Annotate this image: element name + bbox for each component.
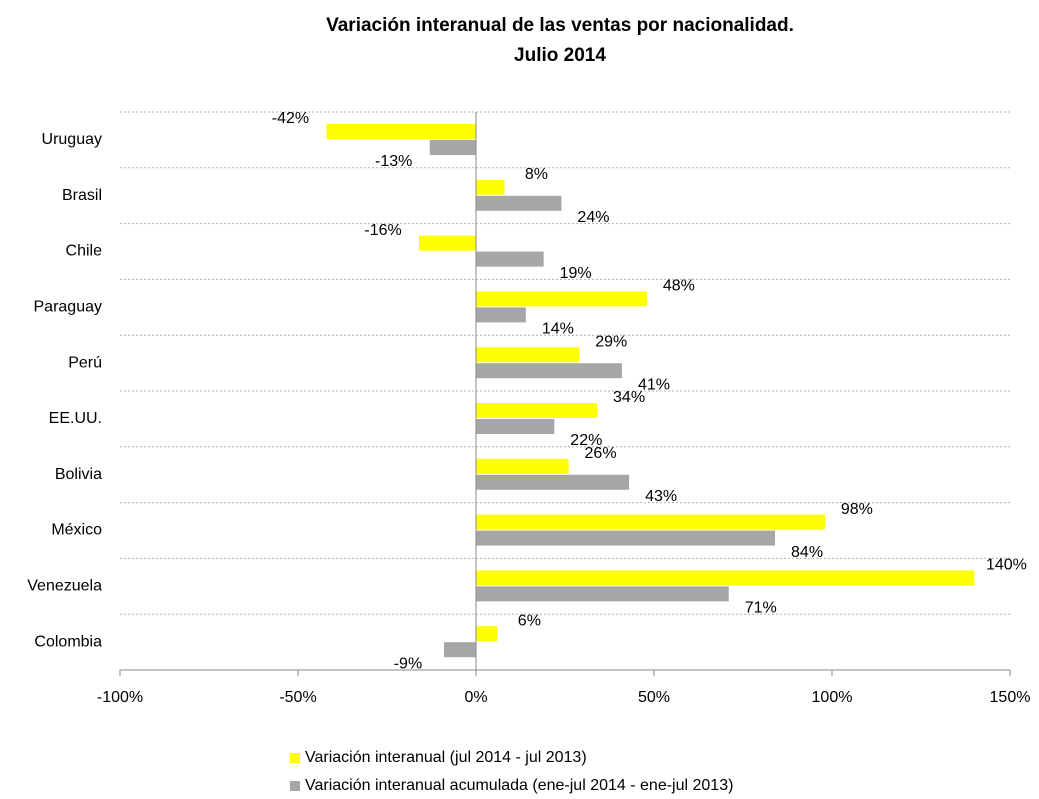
bar (476, 530, 776, 546)
value-label: 24% (577, 209, 609, 226)
bar (476, 179, 505, 195)
y-tick-label: EE.UU. (49, 410, 102, 427)
bar (476, 419, 555, 434)
value-label: 71% (745, 600, 777, 617)
bar (419, 235, 476, 251)
legend-label: Variación interanual (jul 2014 - jul 201… (305, 749, 587, 766)
bar (476, 307, 526, 323)
value-label: 140% (986, 557, 1027, 574)
value-label: 41% (638, 376, 670, 393)
y-tick-label: Chile (66, 243, 103, 260)
value-label: 6% (518, 612, 541, 629)
bar (476, 586, 729, 602)
bar (476, 347, 580, 363)
value-label: 48% (663, 278, 695, 295)
y-tick-label: Paraguay (34, 299, 103, 316)
bar (476, 251, 544, 267)
bar (476, 458, 569, 474)
y-tick-label: Uruguay (42, 131, 102, 148)
value-label: 19% (560, 265, 592, 282)
bar (476, 363, 622, 379)
y-tick-label: México (51, 522, 102, 539)
chart-subtitle: Julio 2014 (514, 45, 606, 66)
value-label: -9% (394, 655, 422, 672)
x-tick-label: 150% (990, 689, 1031, 706)
value-label: 14% (542, 321, 574, 338)
y-tick-label: Perú (68, 354, 102, 371)
value-label: -16% (364, 222, 401, 239)
value-label: 8% (525, 166, 548, 183)
x-tick-label: 0% (464, 689, 487, 706)
x-tick-label: 50% (638, 689, 670, 706)
legend-swatch (290, 781, 300, 791)
legend-swatch (290, 753, 300, 763)
value-label: 43% (645, 488, 677, 505)
bar (476, 291, 647, 307)
bar (326, 124, 476, 139)
bar (476, 403, 598, 418)
value-label: 26% (585, 445, 617, 462)
bar (476, 195, 562, 211)
value-label: 29% (595, 333, 627, 350)
legend-label: Variación interanual acumulada (ene-jul … (305, 777, 733, 794)
bar (476, 514, 825, 530)
value-label: 22% (570, 432, 602, 449)
bar (476, 570, 975, 586)
x-tick-label: -100% (97, 689, 143, 706)
value-label: 84% (791, 544, 823, 561)
value-label: -42% (272, 110, 309, 127)
y-tick-label: Venezuela (27, 578, 102, 595)
bar (476, 474, 630, 490)
y-tick-label: Bolivia (55, 466, 102, 483)
chart-title: Variación interanual de las ventas por n… (326, 15, 794, 36)
y-tick-label: Colombia (34, 633, 102, 650)
bar (429, 140, 476, 155)
x-tick-label: 100% (812, 689, 853, 706)
y-tick-label: Brasil (62, 187, 102, 204)
x-tick-label: -50% (279, 689, 316, 706)
value-label: -13% (375, 153, 412, 170)
bar (476, 626, 498, 642)
bar (443, 642, 476, 658)
value-label: 98% (841, 501, 873, 518)
value-label: 34% (613, 389, 645, 406)
